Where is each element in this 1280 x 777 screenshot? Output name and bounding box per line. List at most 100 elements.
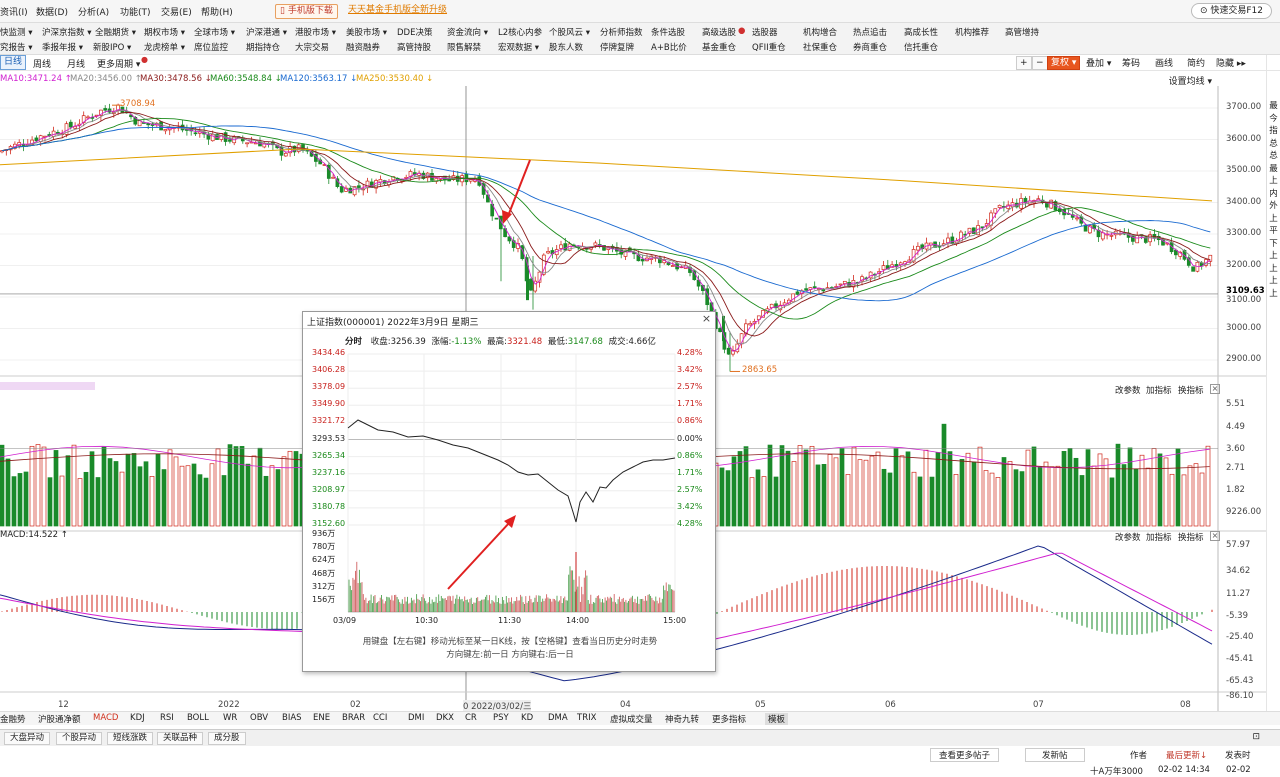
macd-params-button[interactable]: 改参数 — [1115, 533, 1141, 543]
status-tab[interactable]: 个股异动 — [56, 732, 103, 745]
nav-item[interactable]: 条件选股 — [651, 28, 686, 38]
macd-add-indicator-button[interactable]: 加指标 — [1146, 533, 1172, 543]
intraday-popup[interactable]: 上证指数(000001) 2022年3月9日 星期三 × 分时 收盘:3256.… — [302, 311, 716, 672]
hide-button[interactable]: 隐藏 ▸▸ — [1216, 59, 1246, 69]
new-post-button[interactable]: 发新帖 — [1025, 748, 1085, 762]
zoom-out-button[interactable]: − — [1032, 56, 1048, 70]
menu-function[interactable]: 功能(T) — [120, 8, 151, 18]
nav-item[interactable]: 美股市场 ▾ — [346, 28, 387, 38]
nav-item[interactable]: 资金流向 ▾ — [447, 28, 488, 38]
status-tab[interactable]: 大盘异动 — [4, 732, 51, 745]
nav-item[interactable]: DDE决策 — [397, 28, 433, 38]
nav-item[interactable]: 分析师指数 — [600, 28, 643, 38]
nav-item[interactable]: L2核心内参 — [498, 28, 543, 38]
nav-item[interactable]: 大宗交易 — [295, 43, 330, 53]
nav-item[interactable]: 沪深京指数 ▾ — [42, 28, 92, 38]
indicator-tab[interactable]: DMA — [548, 713, 568, 723]
vol-switch-indicator-button[interactable]: 换指标 — [1178, 386, 1204, 396]
indicator-tab[interactable]: RSI — [160, 713, 174, 723]
simple-button[interactable]: 简约 — [1187, 59, 1206, 69]
period-day-tab[interactable]: 日线 — [0, 55, 27, 70]
fund-promo-link[interactable]: 天天基金手机版全新升级 — [348, 5, 448, 15]
mobile-download-button[interactable]: ▯ 手机版下载 — [275, 4, 338, 19]
nav-item[interactable]: 高管增持 — [1005, 28, 1040, 38]
indicator-tab[interactable]: 虚拟成交量 — [610, 715, 653, 725]
indicator-tab[interactable]: TRIX — [577, 713, 597, 723]
nav-item[interactable]: 信托重仓 — [904, 43, 939, 53]
indicator-tab[interactable]: 神奇九转 — [665, 715, 700, 725]
nav-item[interactable]: 新股IPO ▾ — [93, 43, 132, 53]
indicator-tab[interactable]: PSY — [493, 713, 509, 723]
nav-item[interactable]: 快监测 ▾ — [0, 28, 33, 38]
period-week-tab[interactable]: 周线 — [33, 60, 52, 70]
period-month-tab[interactable]: 月线 — [67, 60, 86, 70]
nav-item[interactable]: 融资融券 — [346, 43, 381, 53]
draw-button[interactable]: 画线 — [1155, 59, 1174, 69]
menu-help[interactable]: 帮助(H) — [201, 8, 233, 18]
right-scrollbar[interactable] — [1266, 55, 1280, 711]
indicator-tab[interactable]: CCI — [373, 713, 388, 723]
vol-add-indicator-button[interactable]: 加指标 — [1146, 386, 1172, 396]
overlay-dropdown[interactable]: 叠加 ▾ — [1086, 59, 1112, 69]
status-tab[interactable]: 短线涨跌 — [107, 732, 154, 745]
macd-switch-indicator-button[interactable]: 换指标 — [1178, 533, 1204, 543]
nav-item[interactable]: 全球市场 ▾ — [194, 28, 235, 38]
indicator-tab[interactable]: ENE — [313, 713, 331, 723]
nav-item[interactable]: 究报告 ▾ — [0, 43, 33, 53]
nav-item[interactable]: A+B比价 — [651, 43, 687, 53]
vol-close-icon[interactable]: × — [1210, 384, 1220, 394]
nav-item[interactable]: 机构推荐 — [955, 28, 990, 38]
period-more-dropdown[interactable]: 更多周期 ▾ — [97, 60, 141, 70]
vol-params-button[interactable]: 改参数 — [1115, 386, 1141, 396]
nav-item[interactable]: 高级选股 — [702, 28, 737, 38]
nav-item[interactable]: 沪深港通 ▾ — [246, 28, 287, 38]
nav-item[interactable]: 股东人数 — [549, 43, 584, 53]
status-tab[interactable]: 成分股 — [208, 732, 246, 745]
menu-analysis[interactable]: 分析(A) — [78, 8, 110, 18]
nav-item[interactable]: QFII重仓 — [752, 43, 786, 53]
nav-item[interactable]: 宏观数据 ▾ — [498, 43, 539, 53]
indicator-tab[interactable]: CR — [465, 713, 477, 723]
indicator-tab[interactable]: 模板 — [765, 713, 789, 725]
zoom-in-button[interactable]: + — [1016, 56, 1032, 70]
nav-item[interactable]: 全融期货 ▾ — [95, 28, 136, 38]
macd-close-icon[interactable]: × — [1210, 531, 1220, 541]
nav-item[interactable]: 热点追击 — [853, 28, 888, 38]
indicator-tab[interactable]: WR — [223, 713, 238, 723]
nav-item[interactable]: 龙虎榜单 ▾ — [144, 43, 185, 53]
chip-button[interactable]: 筹码 — [1122, 59, 1141, 69]
ma-settings-dropdown[interactable]: 设置均线 ▾ — [1168, 77, 1212, 87]
fq-dropdown[interactable]: 复权 ▾ — [1047, 56, 1081, 70]
indicator-tab[interactable]: KD — [521, 713, 534, 723]
nav-item[interactable]: 高成长性 — [904, 28, 939, 38]
nav-item[interactable]: 高管持股 — [397, 43, 432, 53]
nav-item[interactable]: 停牌复牌 — [600, 43, 635, 53]
indicator-tab[interactable]: 金融势 — [0, 715, 26, 725]
close-icon[interactable]: × — [701, 312, 712, 325]
nav-item[interactable]: 季报年报 ▾ — [42, 43, 83, 53]
menu-info[interactable]: 资讯(I) — [0, 8, 28, 18]
nav-item[interactable]: 席位监控 — [194, 43, 229, 53]
quick-trade-button[interactable]: ⊙ 快速交易F12 — [1190, 3, 1272, 19]
nav-item[interactable]: 机构增合 — [803, 28, 838, 38]
nav-item[interactable]: 个股风云 ▾ — [549, 28, 590, 38]
nav-item[interactable]: 限售解禁 — [447, 43, 482, 53]
indicator-tab[interactable]: KDJ — [130, 713, 145, 723]
nav-item[interactable]: 期指持仓 — [246, 43, 281, 53]
indicator-tab[interactable]: 更多指标 — [712, 715, 747, 725]
indicator-tab[interactable]: 沪股通净额 — [38, 715, 81, 725]
latest-update-column[interactable]: 最后更新↓ — [1166, 751, 1208, 761]
indicator-tab[interactable]: BOLL — [187, 713, 209, 723]
panel-toggle-icon[interactable]: ⊡ — [1252, 732, 1260, 742]
indicator-tab[interactable]: BIAS — [282, 713, 302, 723]
indicator-tab[interactable]: DKX — [436, 713, 454, 723]
post-title[interactable]: 十A万年3000 — [1090, 767, 1143, 777]
indicator-tab[interactable]: OBV — [250, 713, 269, 723]
nav-item[interactable]: 券商重仓 — [853, 43, 888, 53]
indicator-tab[interactable]: MACD — [93, 713, 119, 723]
menu-data[interactable]: 数据(D) — [36, 8, 68, 18]
menu-trade[interactable]: 交易(E) — [161, 8, 192, 18]
nav-item[interactable]: 社保重仓 — [803, 43, 838, 53]
indicator-tab[interactable]: BRAR — [342, 713, 366, 723]
indicator-tab[interactable]: DMI — [408, 713, 425, 723]
